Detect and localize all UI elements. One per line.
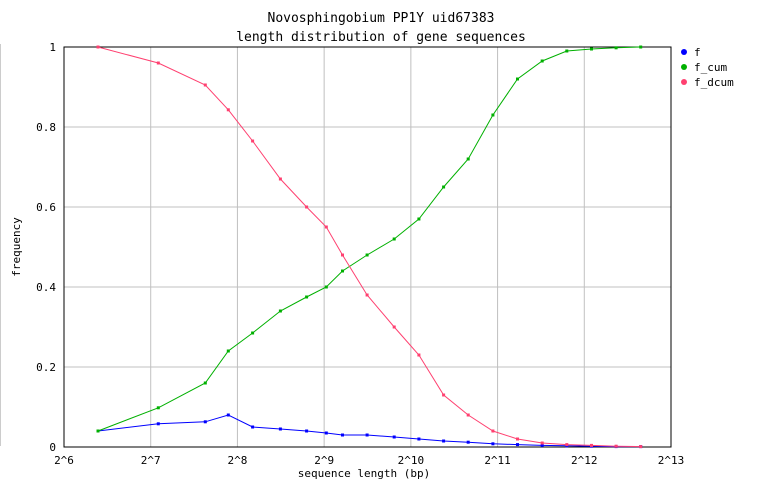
data-point-f-cum — [639, 45, 643, 49]
data-point-f — [540, 443, 544, 447]
data-point-f-cum — [614, 46, 618, 50]
x-tick-label: 2^13 — [658, 454, 685, 467]
data-point-f-dcum — [365, 293, 369, 297]
data-point-f-cum — [491, 113, 495, 117]
data-point-f-dcum — [442, 393, 446, 397]
data-point-f-cum — [278, 309, 282, 313]
data-point-f-cum — [565, 49, 569, 53]
data-point-f — [417, 437, 421, 441]
data-point-f — [305, 429, 309, 433]
data-point-f — [251, 425, 255, 429]
data-point-f — [156, 422, 160, 426]
data-point-f-cum — [341, 269, 344, 273]
y-tick-label: 1 — [49, 41, 56, 54]
data-point-f-dcum — [96, 45, 100, 49]
data-point-f-dcum — [491, 429, 495, 433]
legend-marker-f — [681, 49, 687, 55]
legend-marker-f-dcum — [681, 79, 687, 85]
data-point-f — [324, 431, 328, 435]
data-point-f-dcum — [565, 443, 569, 447]
data-point-f — [226, 413, 230, 417]
data-point-f-dcum — [324, 225, 328, 229]
y-axis-label: frequency — [10, 217, 23, 277]
data-point-f-dcum — [516, 437, 519, 441]
x-tick-label: 2^11 — [484, 454, 511, 467]
data-point-f-cum — [466, 157, 470, 161]
axis-ticks: 2^6 2^7 2^8 2^9 2^10 2^11 2^12 2^13 0 0.2 0.4 0.6 0.… — [36, 41, 684, 467]
legend-marker-f-cum — [681, 64, 687, 70]
x-tick-label: 2^10 — [398, 454, 425, 467]
data-point-f — [203, 420, 207, 424]
series-layer — [96, 45, 643, 449]
data-point-f-cum — [365, 253, 369, 257]
data-point-f-cum — [590, 47, 593, 51]
data-point-f-cum — [305, 295, 309, 299]
y-tick-label: 0.6 — [36, 201, 56, 214]
data-point-f — [516, 443, 519, 447]
data-point-f-cum — [540, 59, 544, 63]
data-point-f-dcum — [614, 444, 618, 448]
y-tick-label: 0.4 — [36, 281, 56, 294]
data-point-f — [491, 442, 495, 446]
data-point-f-cum — [516, 77, 519, 81]
legend-label-f-cum: f_cum — [694, 61, 727, 74]
data-point-f-dcum — [392, 325, 396, 329]
data-point-f — [341, 433, 344, 437]
data-point-f-dcum — [156, 61, 160, 65]
data-point-f-dcum — [305, 205, 309, 209]
data-point-f-cum — [156, 406, 160, 410]
y-tick-label: 0 — [49, 441, 56, 454]
data-point-f-cum — [392, 237, 396, 241]
plot-frame — [63, 46, 672, 448]
legend: f f_cum f_dcum — [681, 46, 734, 89]
x-tick-label: 2^9 — [314, 454, 334, 467]
data-point-f-cum — [442, 185, 446, 189]
data-point-f-dcum — [466, 413, 470, 417]
data-point-f-dcum — [251, 139, 255, 143]
chart-title-line-1: Novosphingobium PP1Y uid67383 — [268, 11, 495, 26]
data-point-f-cum — [96, 429, 100, 433]
grid — [64, 47, 671, 447]
data-point-f-dcum — [203, 83, 207, 87]
data-point-f-dcum — [278, 177, 282, 181]
data-point-f-dcum — [417, 353, 421, 357]
data-point-f-dcum — [590, 443, 593, 447]
data-point-f — [442, 439, 446, 443]
data-point-f-cum — [226, 349, 230, 353]
chart-title-line-2: length distribution of gene sequences — [236, 30, 526, 45]
data-point-f-dcum — [226, 108, 230, 112]
data-point-f-dcum — [540, 441, 544, 445]
data-point-f — [365, 433, 369, 437]
data-point-f — [466, 440, 470, 444]
x-tick-label: 2^12 — [571, 454, 598, 467]
data-point-f-cum — [251, 331, 255, 335]
data-point-f-dcum — [341, 253, 344, 257]
legend-label-f: f — [694, 46, 701, 59]
data-point-f — [278, 427, 282, 431]
legend-label-f-dcum: f_dcum — [694, 76, 734, 89]
x-tick-label: 2^8 — [227, 454, 247, 467]
data-point-f-cum — [417, 217, 421, 221]
data-point-f-dcum — [639, 445, 643, 449]
data-point-f-cum — [324, 285, 328, 289]
data-point-f-cum — [203, 381, 207, 385]
y-tick-label: 0.8 — [36, 121, 56, 134]
y-tick-label: 0.2 — [36, 361, 56, 374]
x-axis-label: sequence length (bp) — [298, 467, 430, 480]
x-tick-label: 2^6 — [54, 454, 74, 467]
x-tick-label: 2^7 — [141, 454, 161, 467]
data-point-f — [392, 435, 396, 439]
